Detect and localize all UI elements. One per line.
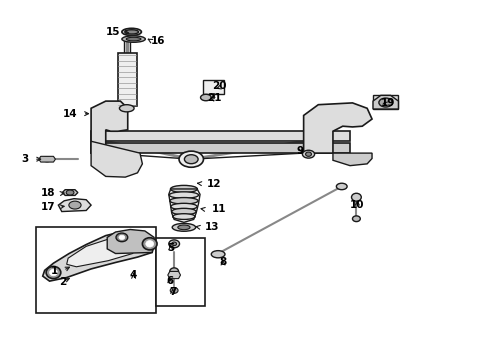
Ellipse shape xyxy=(306,152,312,156)
Polygon shape xyxy=(373,95,398,109)
Ellipse shape xyxy=(119,235,125,239)
Polygon shape xyxy=(91,101,128,153)
Polygon shape xyxy=(168,271,180,279)
Ellipse shape xyxy=(200,94,211,101)
Ellipse shape xyxy=(211,251,225,258)
Ellipse shape xyxy=(179,151,203,167)
Text: 19: 19 xyxy=(381,98,395,108)
Polygon shape xyxy=(62,190,78,195)
Bar xyxy=(118,53,137,107)
Bar xyxy=(373,95,398,109)
Ellipse shape xyxy=(170,288,178,293)
Ellipse shape xyxy=(170,268,178,275)
Ellipse shape xyxy=(172,214,195,220)
Text: 4: 4 xyxy=(130,270,137,280)
Text: 16: 16 xyxy=(151,36,166,46)
Bar xyxy=(36,227,156,314)
Ellipse shape xyxy=(336,183,347,190)
Polygon shape xyxy=(107,229,154,253)
Ellipse shape xyxy=(46,266,61,279)
Ellipse shape xyxy=(379,98,392,107)
Ellipse shape xyxy=(116,233,128,242)
Ellipse shape xyxy=(171,185,197,193)
Text: 7: 7 xyxy=(169,287,176,297)
Text: 20: 20 xyxy=(212,81,227,91)
Polygon shape xyxy=(333,153,372,166)
Ellipse shape xyxy=(302,150,315,158)
Text: 5: 5 xyxy=(167,243,174,253)
Ellipse shape xyxy=(146,240,154,247)
Ellipse shape xyxy=(66,190,74,195)
Ellipse shape xyxy=(171,203,197,210)
Text: 21: 21 xyxy=(207,93,222,103)
Text: 11: 11 xyxy=(212,204,226,215)
Polygon shape xyxy=(304,103,372,153)
Ellipse shape xyxy=(122,28,142,36)
Bar xyxy=(91,131,350,141)
Ellipse shape xyxy=(352,216,360,222)
Text: 9: 9 xyxy=(296,145,303,156)
Text: 6: 6 xyxy=(166,276,173,286)
Text: 3: 3 xyxy=(22,154,29,164)
Ellipse shape xyxy=(143,238,157,250)
Ellipse shape xyxy=(125,30,139,34)
Text: 15: 15 xyxy=(105,27,120,37)
Text: 1: 1 xyxy=(51,266,58,276)
Polygon shape xyxy=(43,231,154,281)
Ellipse shape xyxy=(172,208,196,215)
Polygon shape xyxy=(91,141,143,177)
Ellipse shape xyxy=(126,37,141,41)
Ellipse shape xyxy=(169,240,179,248)
Polygon shape xyxy=(39,156,55,162)
Polygon shape xyxy=(58,199,91,212)
Text: 10: 10 xyxy=(350,200,365,210)
Ellipse shape xyxy=(172,242,176,246)
Bar xyxy=(203,80,224,94)
Ellipse shape xyxy=(170,198,198,204)
Ellipse shape xyxy=(178,225,190,230)
Text: 18: 18 xyxy=(41,188,55,198)
Ellipse shape xyxy=(172,224,196,231)
Polygon shape xyxy=(67,237,138,267)
Text: 2: 2 xyxy=(60,277,67,287)
Ellipse shape xyxy=(184,155,198,164)
Ellipse shape xyxy=(122,36,146,42)
Text: 12: 12 xyxy=(207,179,221,189)
Ellipse shape xyxy=(49,269,57,276)
Text: 17: 17 xyxy=(41,202,55,212)
Text: 8: 8 xyxy=(220,257,227,267)
Ellipse shape xyxy=(169,192,198,198)
Bar xyxy=(91,143,350,153)
Text: 13: 13 xyxy=(205,222,220,232)
Ellipse shape xyxy=(351,193,361,201)
Ellipse shape xyxy=(43,157,51,162)
Text: 14: 14 xyxy=(63,109,78,119)
Ellipse shape xyxy=(69,201,81,209)
Ellipse shape xyxy=(120,105,134,112)
Bar xyxy=(156,238,205,306)
